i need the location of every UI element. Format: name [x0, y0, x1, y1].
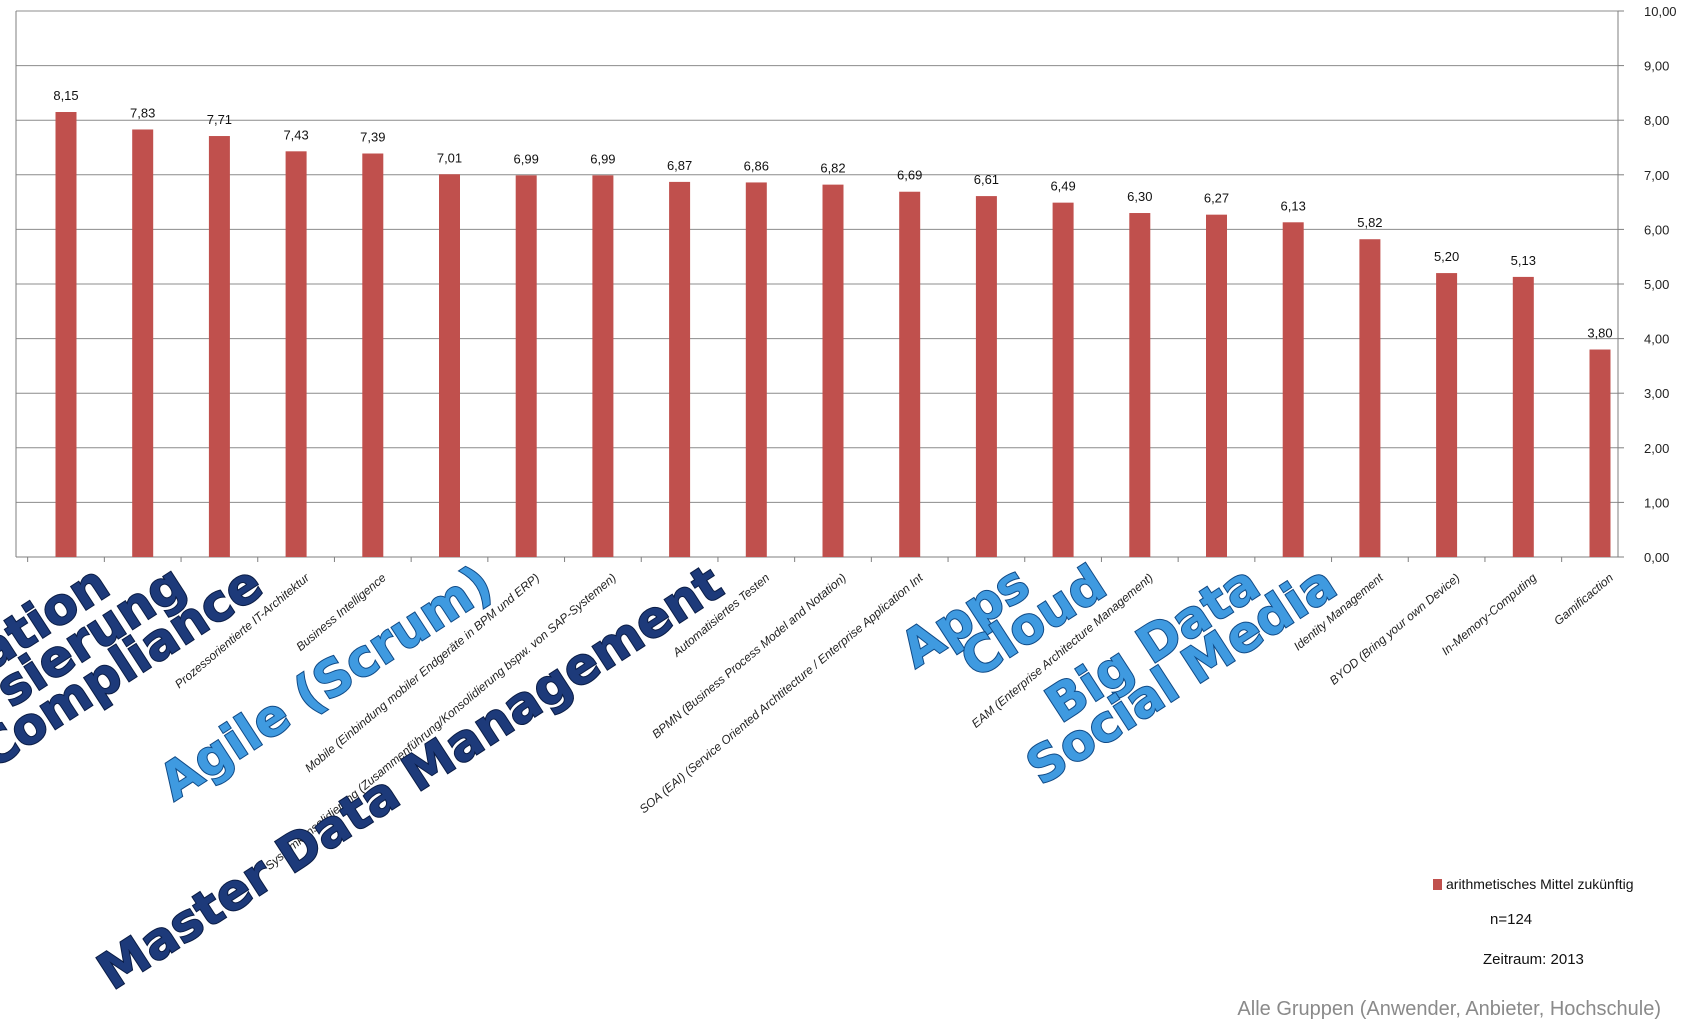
bar [362, 153, 384, 558]
bar [1052, 202, 1074, 557]
y-tick-label: 4,00 [1644, 332, 1669, 347]
data-label: 5,82 [1357, 215, 1382, 230]
data-label: 3,80 [1587, 326, 1612, 341]
bar [592, 175, 614, 557]
bars [55, 112, 1611, 558]
y-tick-label: 1,00 [1644, 495, 1669, 510]
y-tick-label: 2,00 [1644, 441, 1669, 456]
data-label: 8,15 [53, 88, 78, 103]
category-label: Gamificaction [1551, 570, 1616, 628]
bar [55, 112, 77, 557]
y-tick-label: 8,00 [1644, 113, 1669, 128]
category-labels: ationsierungComplianceProzessorientierte… [0, 553, 1616, 1002]
data-label: 6,86 [744, 158, 769, 173]
data-label: 7,43 [283, 127, 308, 142]
data-label: 5,20 [1434, 249, 1459, 264]
bar [975, 196, 997, 557]
data-label: 6,61 [974, 172, 999, 187]
data-label: 6,30 [1127, 189, 1152, 204]
category-label: BYOD (Bring your own Device) [1327, 571, 1463, 688]
y-tick-label: 9,00 [1644, 59, 1669, 74]
bar [669, 181, 691, 557]
data-label: 7,71 [207, 112, 232, 127]
y-tick-label: 10,00 [1644, 4, 1677, 19]
data-label: 6,49 [1050, 179, 1075, 194]
source-note: Alle Gruppen (Anwender, Anbieter, Hochsc… [1237, 998, 1661, 1020]
grid-lines [15, 10, 1624, 562]
y-tick-label: 0,00 [1644, 550, 1669, 565]
data-label: 6,27 [1204, 191, 1229, 206]
data-label: 6,13 [1281, 198, 1306, 213]
data-label: 7,01 [437, 150, 462, 165]
y-tick-label: 7,00 [1644, 168, 1669, 183]
bar [822, 184, 844, 558]
data-label: 5,13 [1511, 253, 1536, 268]
bar [1512, 276, 1534, 557]
bar [208, 136, 230, 557]
data-label: 6,99 [514, 151, 539, 166]
bar [745, 182, 767, 557]
bar [1206, 214, 1227, 557]
bar [1589, 349, 1611, 557]
sample-size-note: n=124 [1490, 911, 1533, 928]
legend-label: arithmetisches Mittel zukünftig [1446, 876, 1634, 892]
data-label: 7,39 [360, 130, 385, 145]
legend-swatch [1433, 878, 1442, 890]
data-label: 6,82 [820, 161, 845, 176]
y-tick-label: 5,00 [1644, 277, 1669, 292]
bar [132, 129, 154, 557]
data-label: 6,87 [667, 158, 692, 173]
y-tick-label: 3,00 [1644, 386, 1669, 401]
legend: arithmetisches Mittel zukünftig [1433, 876, 1634, 892]
y-axis-ticks: 0,00 1,00 2,00 3,00 4,00 5,00 6,00 7,00 8,00 9,00… [1644, 4, 1677, 565]
y-tick-label: 6,00 [1644, 222, 1669, 237]
period-note: Zeitraum: 2013 [1483, 951, 1584, 968]
bar [285, 151, 307, 557]
bar [439, 174, 460, 557]
bar [1359, 239, 1381, 557]
bar [899, 191, 921, 557]
bar [1129, 213, 1151, 557]
data-label: 7,83 [130, 105, 155, 120]
data-label: 6,99 [590, 151, 615, 166]
bar [1282, 222, 1304, 557]
value-labels: 8,15 7,83 7,71 7,43 7,39 7,01 6,99 6,99 6,87 6,86… [53, 88, 1612, 341]
bar [1436, 273, 1458, 557]
bar [515, 175, 537, 557]
data-label: 6,69 [897, 168, 922, 183]
